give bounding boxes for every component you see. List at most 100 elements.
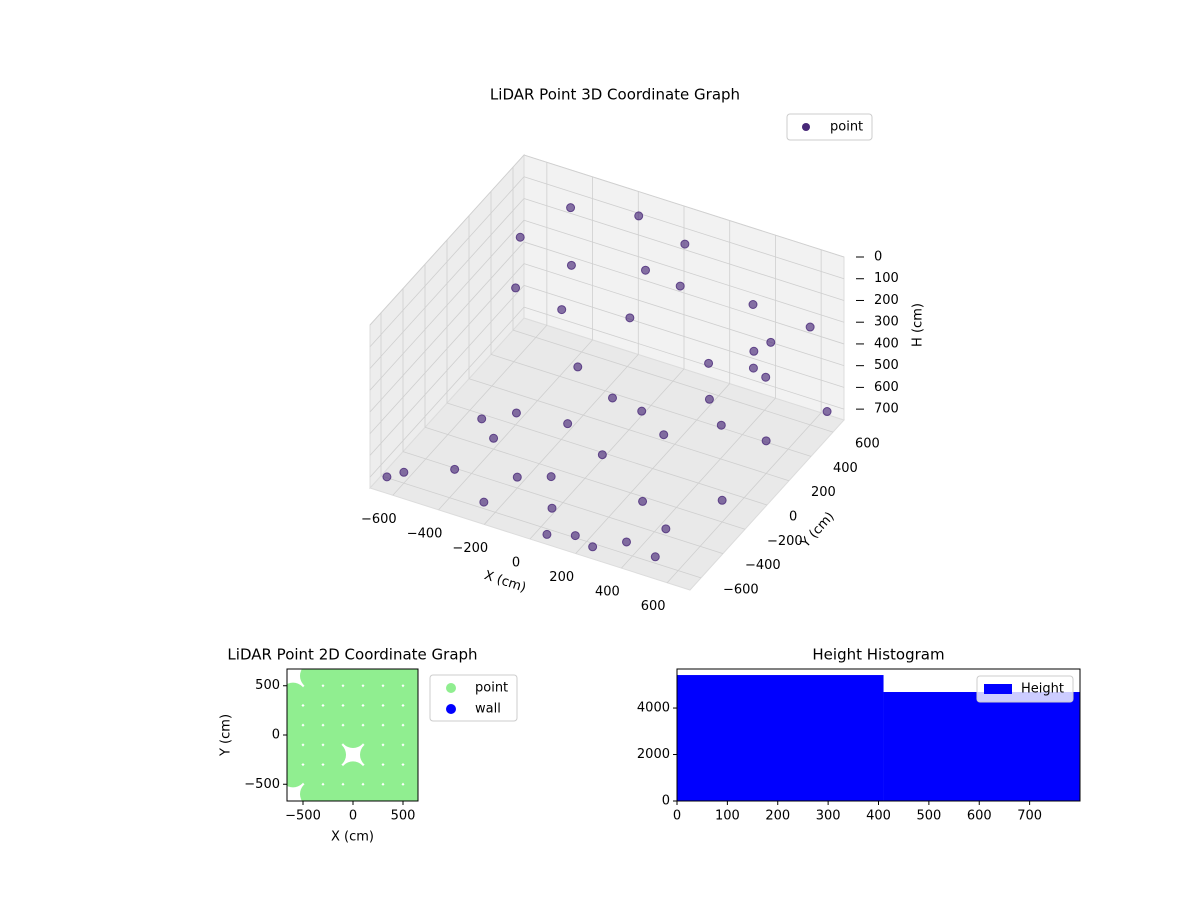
point xyxy=(340,722,366,748)
x-tick-label: 100 xyxy=(715,809,740,824)
y-tick-label: 0 xyxy=(662,794,670,809)
y-tick-label: −200 xyxy=(767,534,803,549)
y-axis-label: Y (cm) xyxy=(219,714,234,757)
point xyxy=(380,741,406,768)
y-tick-label: 0 xyxy=(272,728,280,743)
point xyxy=(300,722,326,748)
point xyxy=(287,702,306,729)
x-tick-label: 0 xyxy=(512,556,520,571)
point xyxy=(400,682,418,709)
point xyxy=(680,239,690,249)
y-axis-label: Y (cm) xyxy=(798,509,838,551)
x-axis-label: X (cm) xyxy=(331,830,374,845)
chart-title: LiDAR Point 3D Coordinate Graph xyxy=(490,86,740,104)
legend-label: point xyxy=(830,120,863,135)
z-tick-label: 500 xyxy=(874,358,899,373)
z-tick-label: 700 xyxy=(874,402,899,417)
x-tick-label: −400 xyxy=(407,526,443,541)
point xyxy=(566,260,576,270)
point xyxy=(637,406,647,416)
point xyxy=(511,283,521,293)
grid-line xyxy=(369,198,525,369)
point xyxy=(382,472,392,482)
point xyxy=(360,669,386,689)
grid-line xyxy=(523,219,845,323)
point xyxy=(300,702,326,729)
x-tick-label: 0 xyxy=(673,809,681,824)
x-tick-label: 200 xyxy=(549,570,574,585)
point xyxy=(400,722,418,748)
x-tick-label: 500 xyxy=(391,809,416,824)
point xyxy=(360,722,386,748)
grid-line xyxy=(512,329,834,433)
y-tick-label: −500 xyxy=(244,777,280,792)
point xyxy=(300,761,326,788)
legend-label: Height xyxy=(1021,682,1064,697)
grid-line xyxy=(468,378,790,482)
x-tick-label: 300 xyxy=(816,809,841,824)
plot-area xyxy=(382,203,832,562)
point xyxy=(320,781,346,801)
x-tick-label: −500 xyxy=(285,809,321,824)
z-tick-label: 200 xyxy=(874,293,899,308)
y-tick-label: 2000 xyxy=(637,747,670,762)
legend-label: wall xyxy=(475,702,501,717)
point xyxy=(748,299,758,309)
grid-line xyxy=(369,285,525,456)
point xyxy=(650,552,660,562)
point xyxy=(716,420,726,430)
point xyxy=(287,682,306,709)
point xyxy=(515,232,525,242)
point xyxy=(748,363,758,373)
z-tick-label: 600 xyxy=(874,380,899,395)
point xyxy=(287,722,306,748)
legend-marker xyxy=(984,684,1012,694)
y-tick-label: 400 xyxy=(833,461,858,476)
grid-line xyxy=(523,241,845,345)
point xyxy=(479,497,489,507)
grid-line xyxy=(369,263,525,434)
z-tick-label: 300 xyxy=(874,315,899,330)
y-tick-label: 500 xyxy=(255,678,280,693)
x-tick-label: 700 xyxy=(1017,809,1042,824)
point xyxy=(573,362,583,372)
x-tick-label: 400 xyxy=(595,585,620,600)
point xyxy=(300,669,326,689)
grid-line xyxy=(369,176,525,348)
point xyxy=(608,393,617,403)
point xyxy=(300,781,326,801)
point xyxy=(704,358,714,368)
point xyxy=(638,496,648,506)
y-tick-label: 4000 xyxy=(637,701,670,716)
point xyxy=(360,741,386,768)
point xyxy=(511,408,521,418)
point xyxy=(761,436,771,446)
point xyxy=(622,537,631,547)
x-tick-label: 0 xyxy=(349,809,357,824)
point xyxy=(340,761,366,788)
legend-label: point xyxy=(475,681,508,696)
y-tick-label: −400 xyxy=(745,558,781,573)
grid-line xyxy=(446,402,768,506)
point xyxy=(659,430,669,440)
chart-title: Height Histogram xyxy=(812,646,944,664)
point xyxy=(380,702,406,729)
z-tick-label: 400 xyxy=(874,336,899,351)
z-axis-label: H (cm) xyxy=(911,303,926,347)
x-tick-label: −200 xyxy=(452,541,488,556)
point xyxy=(597,450,607,460)
grid-line xyxy=(369,154,525,326)
point xyxy=(566,203,576,213)
point xyxy=(320,669,346,689)
bar xyxy=(883,692,1080,801)
point xyxy=(320,741,346,768)
point xyxy=(360,761,386,788)
point xyxy=(661,524,671,534)
point xyxy=(805,322,815,332)
z-tick-label: 100 xyxy=(874,271,899,286)
legend-marker xyxy=(802,123,810,131)
point xyxy=(542,529,552,539)
chart-title: LiDAR Point 2D Coordinate Graph xyxy=(227,646,477,664)
point xyxy=(300,741,326,768)
point xyxy=(400,741,418,768)
